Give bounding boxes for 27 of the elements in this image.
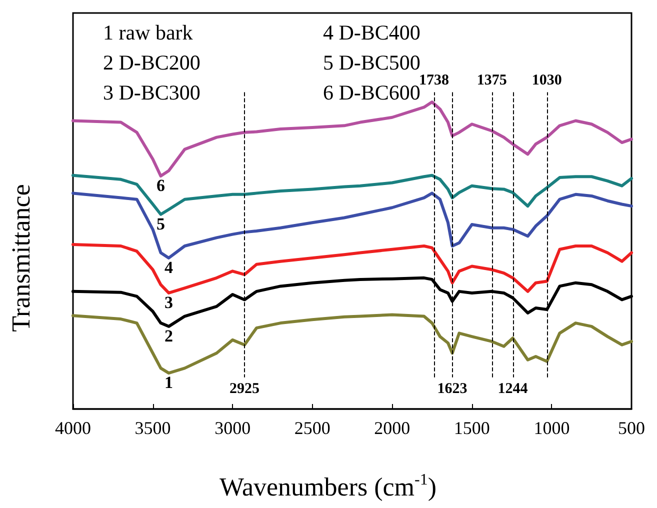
series-label: 1 — [164, 373, 173, 392]
text: 1 raw bark — [103, 20, 194, 44]
ref-line-label: 1375 — [476, 72, 507, 89]
series-label: 4 — [164, 258, 174, 277]
x-tick-label: 2000 — [374, 418, 410, 438]
y-axis-title: Transmittance — [6, 184, 36, 332]
x-tick-label: 500 — [618, 418, 645, 438]
ref-line-label: 2925 — [230, 380, 260, 397]
ref-line-label: 1030 — [532, 72, 562, 89]
text: 5 D-BC500 — [323, 50, 420, 74]
x-tick-label: 1500 — [454, 418, 490, 438]
text: 4 D-BC400 — [323, 20, 420, 44]
series-label: 6 — [156, 176, 166, 196]
x-tick-label: 2500 — [294, 418, 330, 438]
x-tick-label: 1000 — [534, 418, 570, 438]
series-label: 3 — [164, 292, 173, 312]
x-tick-label: 3500 — [134, 418, 171, 438]
annotation: 6 D-BC600 — [323, 80, 420, 104]
series-label: 5 — [156, 214, 166, 234]
x-tick-label: 3000 — [214, 418, 251, 438]
series-label: 2 — [164, 326, 173, 346]
ref-line-label: 1623 — [437, 380, 468, 397]
ref-line-label: 1244 — [498, 380, 528, 397]
ref-line-label: 1738 — [418, 72, 449, 89]
annotation: 3 D-BC300 — [103, 80, 200, 104]
text: 2 D-BC200 — [103, 50, 200, 74]
x-tick-label: 4000 — [55, 418, 91, 438]
